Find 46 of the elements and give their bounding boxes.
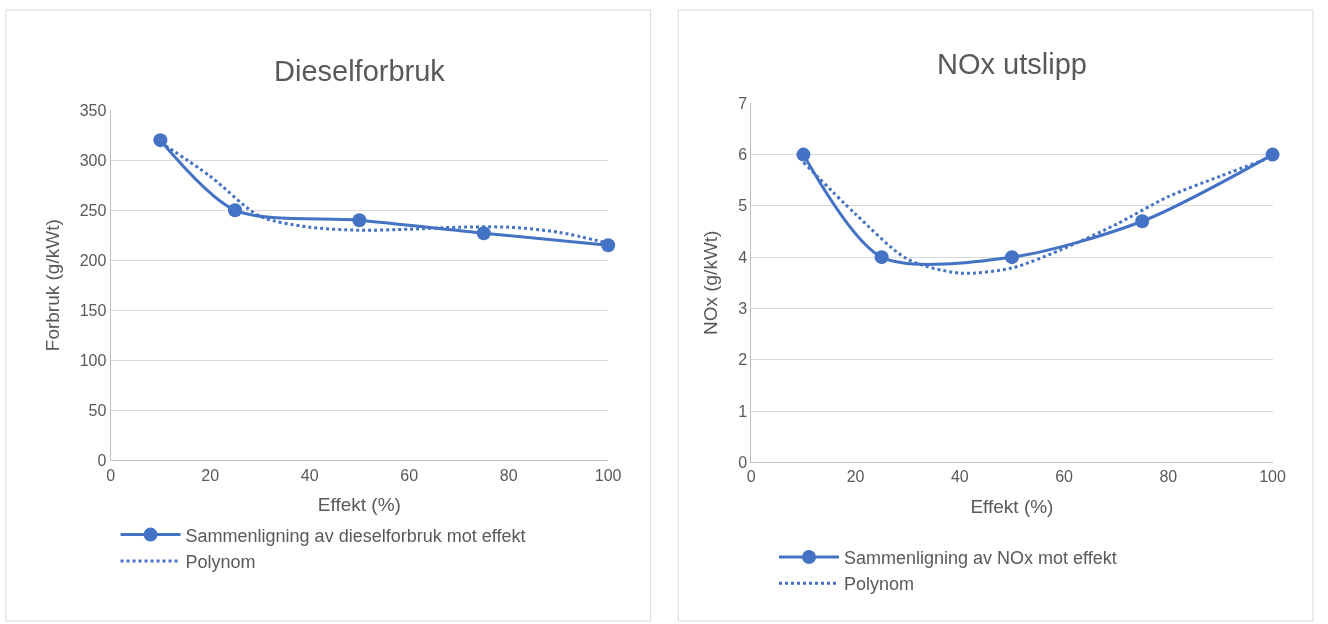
y-tick-label: 100	[79, 351, 107, 369]
point	[476, 226, 491, 241]
y-axis-title: Forbruk (g/kWt)	[41, 219, 63, 352]
x-tick-label: 80	[499, 466, 518, 484]
y-tick-label: 300	[79, 151, 107, 169]
point	[228, 203, 243, 218]
x-axis-title: Effekt (%)	[317, 494, 401, 516]
y-tick-label: 7	[738, 94, 748, 112]
y-tick-label: 50	[88, 401, 107, 419]
y-tick-label: 200	[79, 251, 107, 269]
y-tick-label: 0	[97, 451, 107, 469]
y-tick-label: 0	[738, 453, 748, 471]
point	[352, 213, 367, 228]
legend-label: Sammenligning av dieselforbruk mot effekt	[185, 525, 526, 546]
x-tick-label: 80	[1159, 468, 1178, 486]
y-tick-label: 150	[79, 301, 107, 319]
point	[1135, 214, 1150, 229]
point	[1004, 250, 1019, 265]
point	[874, 250, 889, 265]
x-axis-title: Effekt (%)	[970, 496, 1054, 518]
y-tick-label: 3	[738, 300, 748, 318]
x-tick-label: 40	[300, 466, 319, 484]
y-tick-label: 2	[738, 351, 748, 369]
point	[1265, 147, 1280, 162]
x-tick-label: 40	[950, 468, 969, 486]
y-tick-label: 5	[738, 197, 748, 215]
y-axis-title: NOx (g/kWt)	[700, 230, 722, 336]
y-tick-label: 1	[738, 402, 748, 420]
x-tick-label: 20	[846, 468, 865, 486]
x-tick-label: 60	[1055, 468, 1074, 486]
legend-label: Polynom	[844, 574, 915, 595]
point	[796, 147, 811, 162]
x-tick-label: 100	[594, 466, 622, 484]
chart-title: Dieselforbruk	[274, 55, 446, 87]
x-tick-label: 20	[201, 466, 220, 484]
y-tick-label: 250	[79, 201, 107, 219]
point	[153, 133, 168, 148]
chart-title: NOx utslipp	[937, 48, 1087, 80]
y-tick-label: 4	[738, 248, 748, 266]
point	[601, 238, 616, 253]
x-tick-label: 100	[1259, 468, 1286, 486]
legend-label: Polynom	[185, 552, 256, 572]
y-tick-label: 6	[738, 146, 748, 164]
legend-label: Sammenligning av NOx mot effekt	[844, 547, 1117, 568]
x-tick-label: 60	[400, 466, 419, 484]
y-tick-label: 350	[79, 101, 107, 119]
